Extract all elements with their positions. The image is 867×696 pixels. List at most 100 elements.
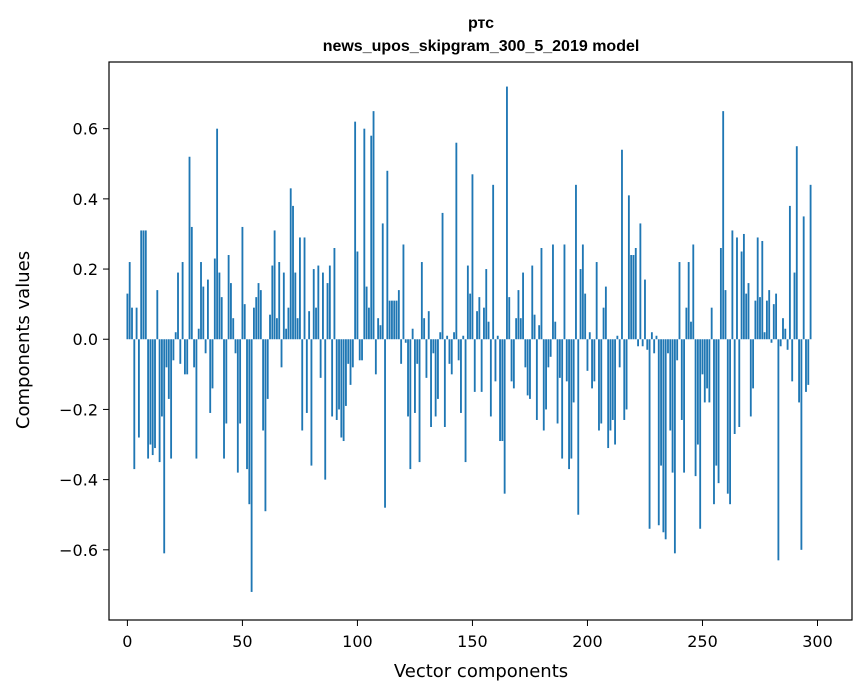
bar-146: [462, 335, 465, 340]
bar-67: [280, 339, 283, 368]
bar-12: [154, 339, 156, 449]
bar-25: [183, 339, 186, 375]
bar-33: [202, 286, 205, 340]
bar-91: [335, 339, 338, 420]
bar-118: [397, 290, 400, 340]
bar-163: [501, 339, 504, 442]
bar-266: [738, 339, 741, 427]
bar-151: [473, 339, 476, 392]
bar-203: [593, 339, 596, 382]
bar-64: [273, 230, 276, 340]
bar-157: [487, 321, 490, 340]
bar-90: [333, 248, 336, 340]
bar-77: [303, 237, 306, 340]
x-tick-label: 300: [802, 632, 833, 651]
bar-117: [395, 300, 398, 340]
bar-3: [133, 339, 136, 470]
bar-282: [775, 293, 778, 340]
bar-207: [602, 307, 605, 340]
bar-171: [519, 318, 522, 340]
bar-205: [598, 339, 600, 431]
bar-211: [611, 339, 614, 420]
bar-292: [798, 339, 801, 403]
bar-241: [680, 339, 683, 420]
bar-119: [400, 339, 403, 364]
bar-227: [648, 339, 651, 529]
bar-260: [724, 290, 727, 340]
bar-270: [747, 283, 750, 340]
bar-254: [710, 307, 713, 340]
x-tick-label: 50: [232, 632, 252, 651]
bar-277: [763, 332, 766, 340]
bar-76: [301, 339, 304, 431]
bar-74: [296, 318, 299, 340]
bar-144: [457, 339, 460, 361]
bar-65: [276, 318, 278, 340]
bar-132: [430, 339, 432, 427]
bar-182: [545, 339, 547, 410]
bar-259: [722, 111, 725, 340]
bar-249: [699, 339, 702, 529]
bar-150: [471, 174, 474, 340]
bar-40: [218, 272, 221, 340]
bar-15: [160, 339, 163, 417]
chart-subtitle: news_upos_skipgram_300_5_2019 model: [323, 38, 640, 55]
bar-52: [246, 339, 248, 470]
bar-81: [312, 269, 315, 340]
bar-42: [223, 339, 225, 459]
bar-234: [664, 339, 667, 540]
bar-263: [731, 230, 734, 340]
bar-130: [425, 339, 428, 378]
bar-177: [533, 314, 536, 340]
bar-208: [604, 286, 607, 340]
bar-215: [621, 149, 623, 340]
bar-252: [706, 339, 708, 389]
bar-49: [239, 339, 242, 424]
bar-200: [586, 339, 589, 371]
bar-222: [637, 339, 639, 347]
bar-152: [476, 311, 478, 340]
bar-269: [745, 293, 748, 340]
bar-6: [140, 230, 143, 340]
bar-30: [195, 339, 198, 459]
bar-139: [446, 335, 449, 340]
y-tick-label: 0.4: [73, 190, 98, 209]
bar-93: [340, 339, 343, 438]
bar-295: [805, 339, 807, 392]
bar-185: [552, 244, 554, 340]
bar-1: [128, 262, 131, 340]
bar-126: [416, 339, 419, 364]
bar-230: [655, 335, 658, 340]
bar-17: [165, 339, 168, 368]
bar-253: [708, 339, 711, 403]
bar-95: [345, 339, 347, 406]
x-tick-label: 0: [122, 632, 132, 651]
bar-291: [795, 146, 798, 340]
x-tick-label: 150: [457, 632, 488, 651]
bar-22: [177, 272, 179, 340]
bar-105: [368, 307, 370, 340]
bar-136: [439, 332, 442, 340]
bar-89: [331, 339, 334, 417]
y-tick-label: 0.6: [73, 120, 98, 139]
bar-186: [554, 321, 557, 340]
bar-264: [733, 339, 736, 434]
bar-247: [694, 339, 697, 477]
bar-286: [784, 328, 787, 340]
bar-180: [540, 248, 543, 340]
bar-125: [414, 339, 416, 413]
bar-224: [641, 339, 644, 347]
x-axis-label: Vector components: [394, 661, 568, 682]
bar-288: [788, 205, 791, 340]
bar-60: [264, 339, 267, 512]
bar-9: [147, 339, 150, 459]
y-tick-label: −0.6: [59, 541, 98, 560]
bar-267: [740, 251, 743, 340]
bar-34: [204, 339, 207, 354]
bar-281: [772, 304, 775, 340]
bar-268: [742, 233, 745, 340]
bar-103: [363, 128, 366, 340]
bar-275: [759, 297, 761, 340]
bar-169: [515, 318, 518, 340]
